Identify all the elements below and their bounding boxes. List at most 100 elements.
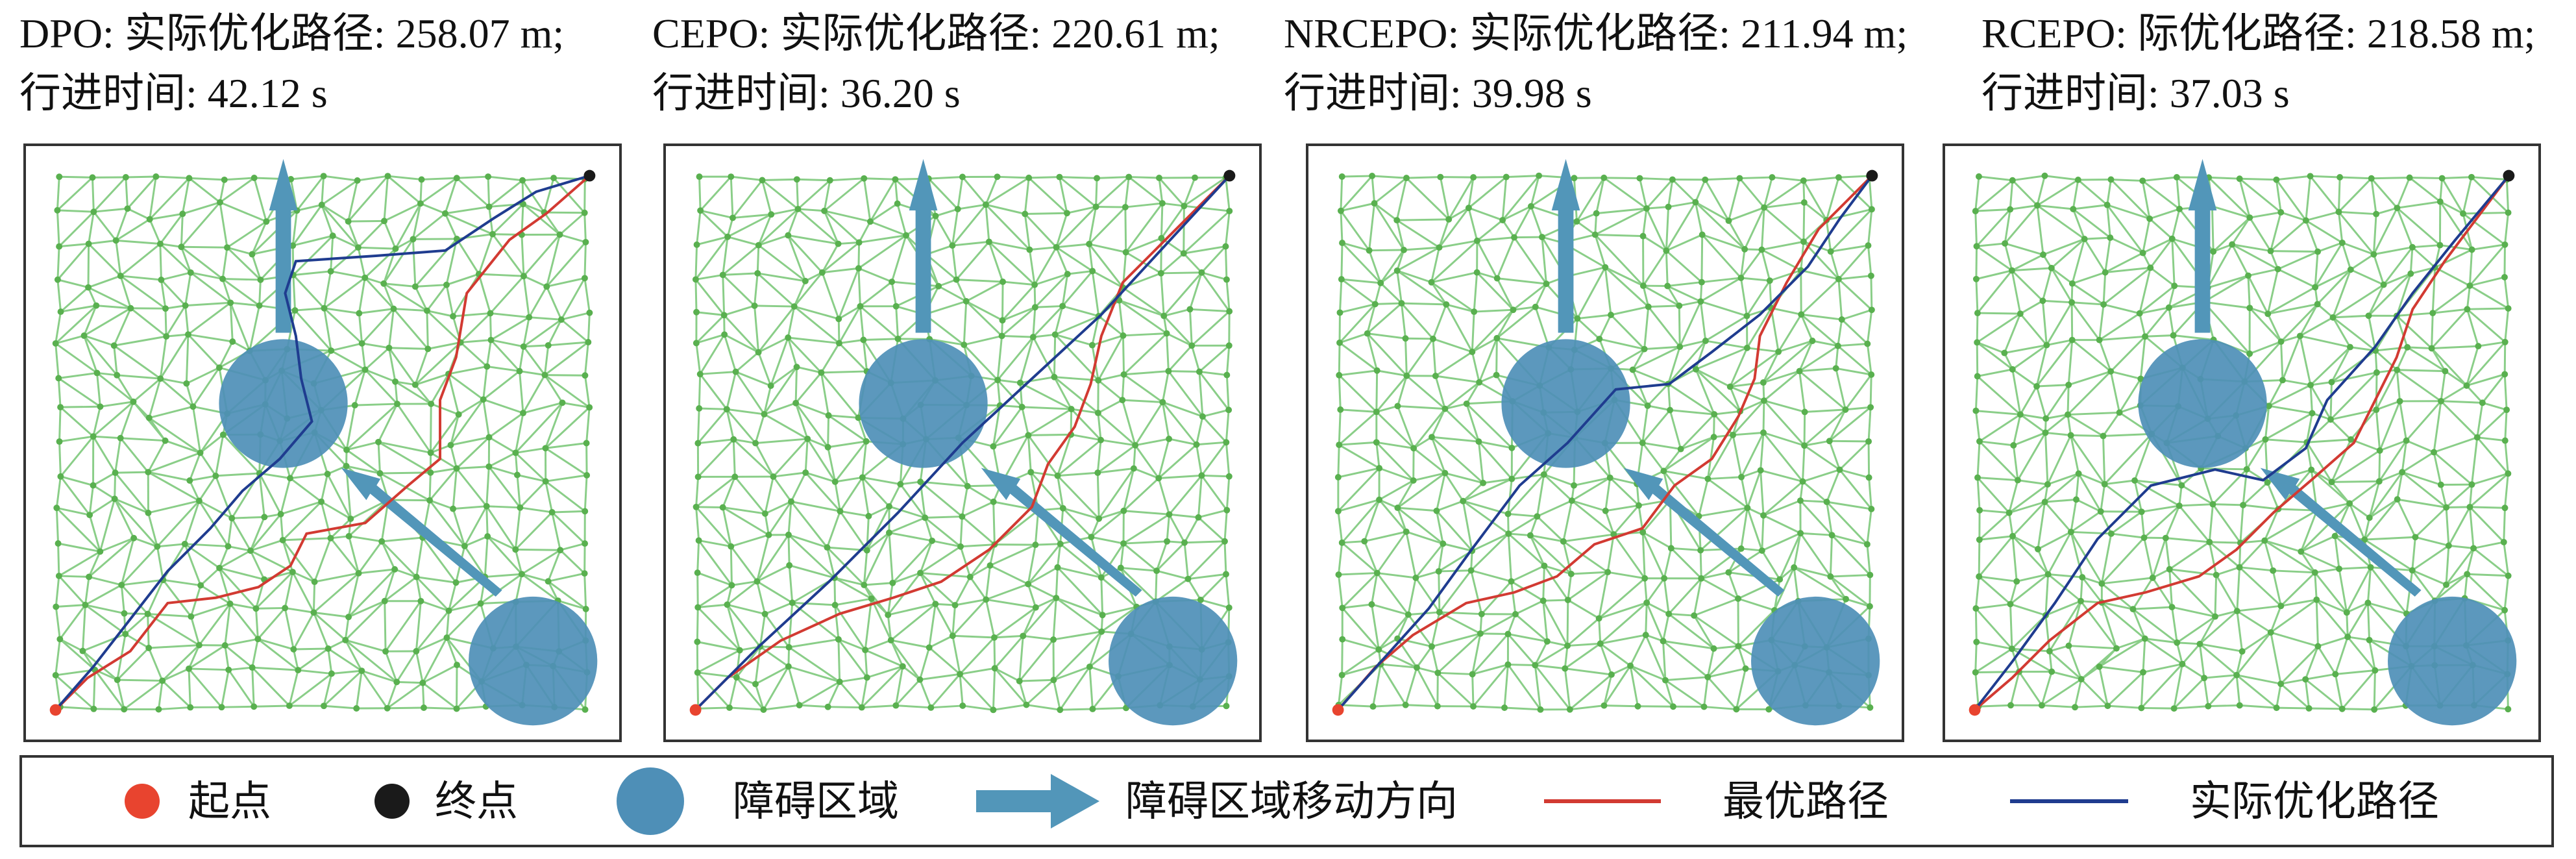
mesh-node <box>1031 281 1038 288</box>
mesh-edge <box>1477 271 1498 280</box>
mesh-node <box>1441 469 1449 477</box>
mesh-edge <box>1057 566 1102 579</box>
mesh-edge <box>2010 603 2046 617</box>
mesh-edge <box>2411 537 2416 571</box>
mesh-edge <box>994 667 1027 706</box>
mesh-edge <box>2203 677 2209 706</box>
mesh-edge <box>697 584 733 608</box>
mesh-node <box>1865 438 1872 445</box>
mesh-edge <box>2070 434 2104 437</box>
mesh-edge <box>2009 671 2020 706</box>
mesh-edge <box>1713 645 1739 650</box>
mesh-node <box>380 280 387 287</box>
mesh-edge <box>2444 370 2468 387</box>
mesh-edge <box>722 507 732 547</box>
mesh-node <box>145 510 152 516</box>
mesh-edge <box>1746 307 1773 349</box>
mesh-edge <box>517 474 546 482</box>
mesh-edge <box>2133 433 2153 481</box>
mesh-node <box>1669 176 1676 183</box>
mesh-edge <box>1123 542 1158 572</box>
legend-obstacle-marker <box>617 767 684 835</box>
mesh-edge <box>2439 201 2473 251</box>
mesh-node <box>190 403 197 410</box>
mesh-edge <box>2239 177 2277 181</box>
mesh-node <box>1120 371 1127 378</box>
mesh-edge <box>1611 665 1631 676</box>
mesh-node <box>2501 241 2509 248</box>
mesh-node <box>1098 436 1105 443</box>
mesh-node <box>153 173 160 180</box>
mesh-node <box>1223 506 1231 514</box>
mesh-node <box>582 540 589 547</box>
mesh-edge <box>345 405 356 451</box>
mesh-edge <box>1338 409 1342 445</box>
mesh-edge <box>694 279 725 316</box>
mesh-node <box>582 508 589 515</box>
mesh-node <box>1604 569 1612 576</box>
mesh-edge <box>1054 334 1099 381</box>
mesh-edge <box>96 373 101 407</box>
mesh-edge <box>1510 581 1517 615</box>
mesh-node <box>1050 636 1057 643</box>
mesh-edge <box>2433 401 2442 453</box>
mesh-edge <box>2270 632 2282 684</box>
mesh-edge <box>1166 333 1170 371</box>
mesh-edge <box>2209 541 2240 544</box>
mesh-edge <box>119 243 161 277</box>
mesh-node <box>2245 272 2251 279</box>
mesh-edge <box>935 215 953 246</box>
mesh-edge <box>2334 535 2372 568</box>
mesh-edge <box>2364 499 2398 540</box>
mesh-node <box>1403 528 1410 535</box>
mesh-edge <box>920 571 970 579</box>
mesh-edge <box>1466 403 1480 442</box>
mesh-edge <box>1695 368 1731 388</box>
mesh-edge <box>295 307 325 312</box>
mesh-edge <box>837 639 841 682</box>
mesh-edge <box>1576 212 1597 223</box>
mesh-edge <box>60 305 97 313</box>
mesh-node <box>2147 264 2154 271</box>
mesh-node <box>1364 330 1371 337</box>
mesh-edge <box>2405 400 2442 442</box>
mesh-edge <box>160 378 194 408</box>
mesh-edge <box>2239 566 2274 572</box>
mesh-edge <box>1367 332 1406 340</box>
mesh-node <box>1221 538 1228 545</box>
mesh-node <box>1629 366 1636 373</box>
mesh-edge <box>992 405 1001 447</box>
mesh-edge <box>321 179 358 206</box>
mesh-edge <box>2442 176 2472 180</box>
mesh-edge <box>1705 177 1740 181</box>
mesh-edge <box>2306 442 2333 483</box>
mesh-edge <box>839 477 864 512</box>
mesh-edge <box>2214 575 2218 617</box>
mesh-edge <box>2505 179 2510 213</box>
mesh-edge <box>219 567 265 580</box>
mesh-node <box>411 381 419 388</box>
mesh-edge <box>426 310 429 349</box>
mesh-node <box>2010 442 2017 449</box>
mesh-edge <box>726 408 735 440</box>
mesh-edge <box>521 573 559 602</box>
mesh-edge <box>1025 679 1055 706</box>
mesh-node <box>1366 247 1373 254</box>
mesh-edge <box>1867 209 1873 246</box>
mesh-edge <box>1337 467 1380 512</box>
mesh-edge <box>382 238 414 284</box>
mesh-edge <box>2141 504 2179 513</box>
caption-nrcepo: NRCEPO: 实际优化路径: 211.94 m; 行进时间: 39.98 s <box>1284 4 1907 123</box>
mesh-edge <box>133 537 158 548</box>
mesh-node <box>2041 172 2048 179</box>
mesh-edge <box>2046 302 2073 346</box>
mesh-edge <box>1415 577 1441 613</box>
mesh-edge <box>1406 375 1446 410</box>
mesh-edge <box>2309 707 2342 710</box>
mesh-node <box>2336 566 2343 573</box>
mesh-node <box>1369 173 1376 179</box>
mesh-edge <box>2370 178 2377 214</box>
mesh-edge <box>1739 177 1765 208</box>
mesh-edge <box>763 385 772 415</box>
mesh-edge <box>294 310 332 352</box>
